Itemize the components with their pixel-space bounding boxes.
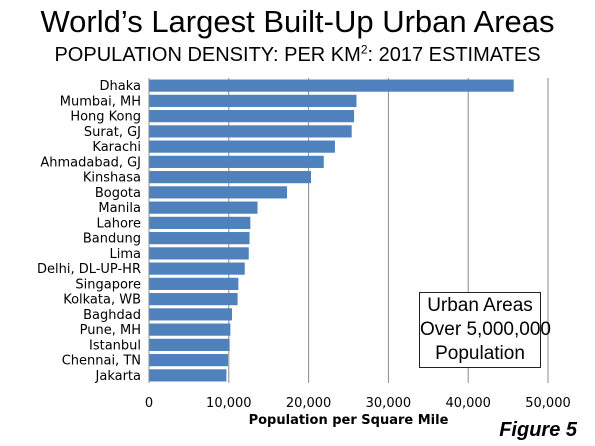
category-label-17: Istanbul (89, 338, 141, 353)
category-label-2: Hong Kong (70, 110, 141, 125)
x-tick-label-0: 0 (145, 396, 153, 411)
bar-13 (149, 277, 239, 290)
bar-19 (149, 369, 227, 382)
category-label-8: Manila (98, 201, 141, 216)
bar-7 (149, 186, 288, 199)
category-label-16: Pune, MH (80, 323, 141, 338)
category-label-1: Mumbai, MH (60, 94, 141, 109)
bar-1 (149, 94, 357, 107)
x-axis-title: Population per Square Mile (249, 413, 449, 428)
bar-5 (149, 155, 324, 168)
category-label-19: Jakarta (95, 369, 141, 384)
category-label-6: Kinshasa (83, 171, 141, 186)
category-label-5: Ahmadabad, GJ (40, 155, 141, 170)
category-label-0: Dhaka (100, 79, 141, 94)
note-box: Urban Areas Over 5,000,000 Population (419, 292, 551, 368)
bar-14 (149, 293, 238, 306)
bar-4 (149, 140, 335, 153)
bar-10 (149, 232, 250, 245)
category-label-3: Surat, GJ (84, 125, 141, 140)
bar-2 (149, 110, 355, 123)
category-label-15: Baghdad (83, 308, 141, 323)
category-label-13: Singapore (75, 277, 141, 292)
x-tick-label-5: 50,000 (525, 396, 571, 411)
category-label-10: Bandung (83, 232, 141, 247)
bar-0 (149, 79, 514, 92)
x-tick-label-4: 40,000 (445, 396, 491, 411)
x-tick-label-3: 30,000 (366, 396, 412, 411)
bar-3 (149, 125, 352, 138)
bar-6 (149, 171, 311, 184)
category-label-14: Kolkata, WB (63, 293, 141, 308)
subtitle-superscript: 2 (360, 42, 368, 57)
chart-subtitle: POPULATION DENSITY: PER KM2: 2017 ESTIMA… (0, 43, 595, 67)
note-line-3: Population (435, 343, 525, 364)
bar-8 (149, 201, 258, 214)
bar-9 (149, 216, 251, 229)
figure-label: Figure 5 (499, 419, 577, 441)
bar-18 (149, 354, 229, 367)
bar-11 (149, 247, 249, 260)
x-tick-label-2: 20,000 (286, 396, 332, 411)
category-label-4: Karachi (92, 140, 141, 155)
note-line-2: Over 5,000,000 (420, 319, 551, 340)
category-label-18: Chennai, TN (62, 354, 141, 369)
category-label-7: Bogota (95, 186, 141, 201)
note-line-1: Urban Areas (427, 295, 533, 316)
bar-12 (149, 262, 245, 275)
bar-15 (149, 308, 232, 321)
chart-title: World’s Largest Built-Up Urban Areas (40, 4, 555, 39)
bar-16 (149, 323, 231, 336)
x-tick-label-1: 10,000 (206, 396, 252, 411)
category-label-11: Lima (110, 247, 141, 262)
subtitle-tail: : 2017 ESTIMATES (367, 44, 541, 66)
subtitle-main: POPULATION DENSITY: PER KM (54, 44, 361, 66)
category-label-9: Lahore (97, 216, 141, 231)
bar-17 (149, 338, 230, 351)
category-label-12: Delhi, DL-UP-HR (37, 262, 141, 277)
